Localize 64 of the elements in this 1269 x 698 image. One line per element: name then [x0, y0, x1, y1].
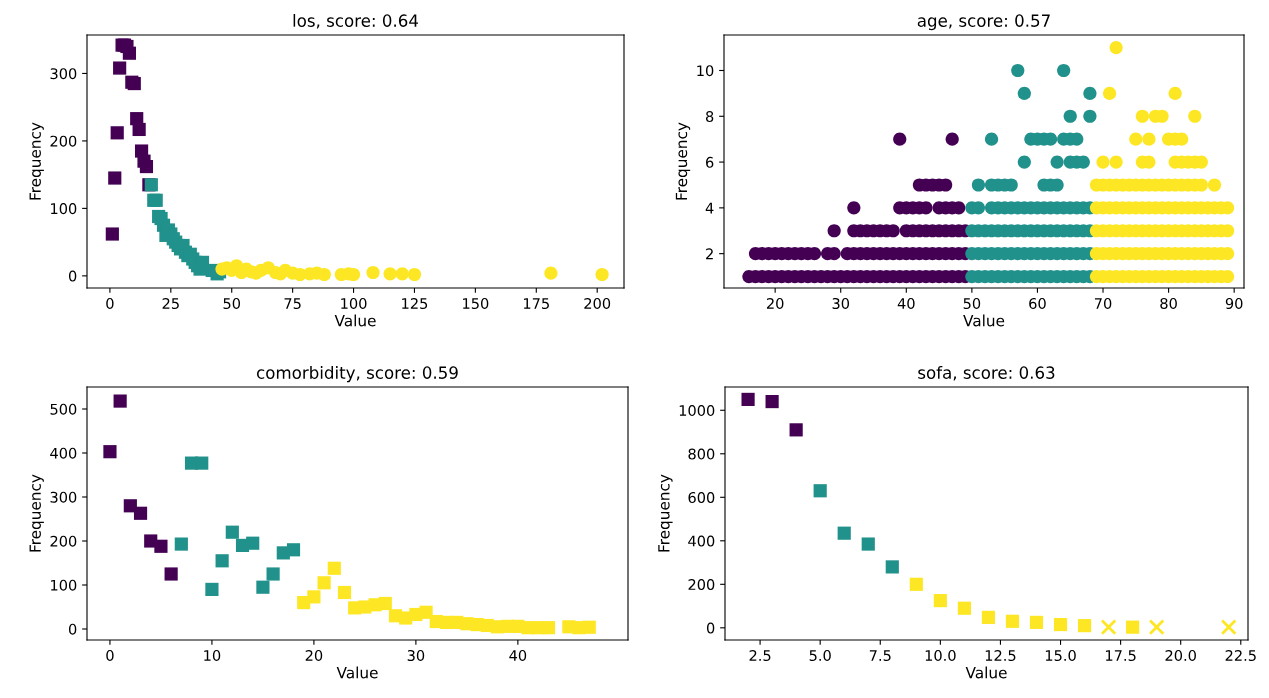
y-tick-label: 0: [68, 270, 77, 282]
x-tick-label: 22.5: [1225, 649, 1256, 662]
x-tick-label: 175: [523, 298, 549, 310]
x-tick-label: 20: [305, 649, 323, 662]
y-axis-title: Frequency: [675, 122, 691, 200]
x-tick-label: 75: [284, 298, 301, 310]
x-axis-title: Value: [334, 314, 376, 327]
y-axis-title: Frequency: [29, 122, 44, 200]
y-tick-label: 4: [705, 202, 714, 214]
y-tick-label: 8: [705, 111, 714, 123]
y-tick-label: 600: [688, 492, 715, 504]
x-tick-label: 80: [1160, 297, 1177, 310]
x-tick-label: 0: [106, 297, 114, 310]
y-tick-label: 400: [688, 535, 715, 547]
x-tick-label: 30: [832, 297, 850, 310]
x-tick-label: 0: [106, 649, 114, 662]
x-tick-label: 150: [463, 297, 489, 310]
x-axis-title: Value: [963, 314, 1005, 327]
x-tick-label: 100: [341, 297, 367, 310]
x-tick-label: 20: [766, 297, 784, 310]
y-tick-label: 0: [706, 622, 715, 634]
x-tick-label: 10.0: [925, 649, 956, 662]
y-tick-label: 0: [68, 623, 77, 635]
y-tick-label: 500: [50, 403, 77, 415]
chart-title: age, score: 0.57: [917, 14, 1050, 31]
x-tick-label: 30: [407, 649, 425, 662]
y-axis-title: Frequency: [658, 474, 673, 552]
x-tick-label: 200: [584, 297, 611, 310]
x-tick-label: 90: [1225, 297, 1243, 310]
x-tick-label: 60: [1029, 297, 1046, 310]
chart-title: comorbidity, score: 0.59: [256, 366, 458, 383]
x-tick-label: 15.0: [1045, 649, 1076, 662]
x-tick-label: 125: [402, 297, 428, 310]
x-axis-title: Value: [965, 666, 1007, 679]
y-tick-label: 200: [50, 535, 77, 547]
x-tick-label: 50: [223, 297, 241, 310]
chart-title: sofa, score: 0.63: [918, 366, 1055, 381]
x-axis-title: Value: [336, 666, 378, 679]
y-tick-label: 100: [51, 579, 77, 591]
x-tick-label: 12.5: [985, 649, 1016, 662]
x-tick-label: 20.0: [1165, 649, 1196, 662]
y-tick-label: 200: [688, 579, 715, 591]
y-tick-label: 300: [50, 491, 77, 503]
y-tick-label: 10: [697, 65, 714, 77]
x-tick-label: 10: [204, 649, 221, 662]
x-tick-label: 2.5: [749, 649, 771, 662]
x-tick-label: 5.0: [809, 649, 831, 662]
y-tick-label: 2: [706, 248, 713, 260]
y-tick-label: 100: [51, 203, 77, 215]
y-axis-title: Frequency: [29, 474, 44, 552]
x-tick-label: 17.5: [1105, 650, 1136, 662]
x-tick-label: 40: [509, 649, 527, 662]
y-tick-label: 6: [706, 156, 714, 168]
x-tick-label: 70: [1094, 297, 1112, 310]
chart-title: los, score: 0.64: [293, 14, 419, 29]
y-tick-label: 800: [688, 448, 715, 460]
y-tick-label: 200: [50, 135, 77, 147]
y-tick-label: 400: [50, 447, 77, 459]
y-tick-label: 1000: [679, 404, 715, 417]
y-tick-label: 300: [50, 68, 77, 80]
x-tick-label: 40: [897, 297, 915, 310]
x-tick-label: 25: [162, 297, 179, 310]
x-tick-label: 50: [963, 297, 981, 310]
x-tick-label: 7.5: [869, 650, 891, 662]
